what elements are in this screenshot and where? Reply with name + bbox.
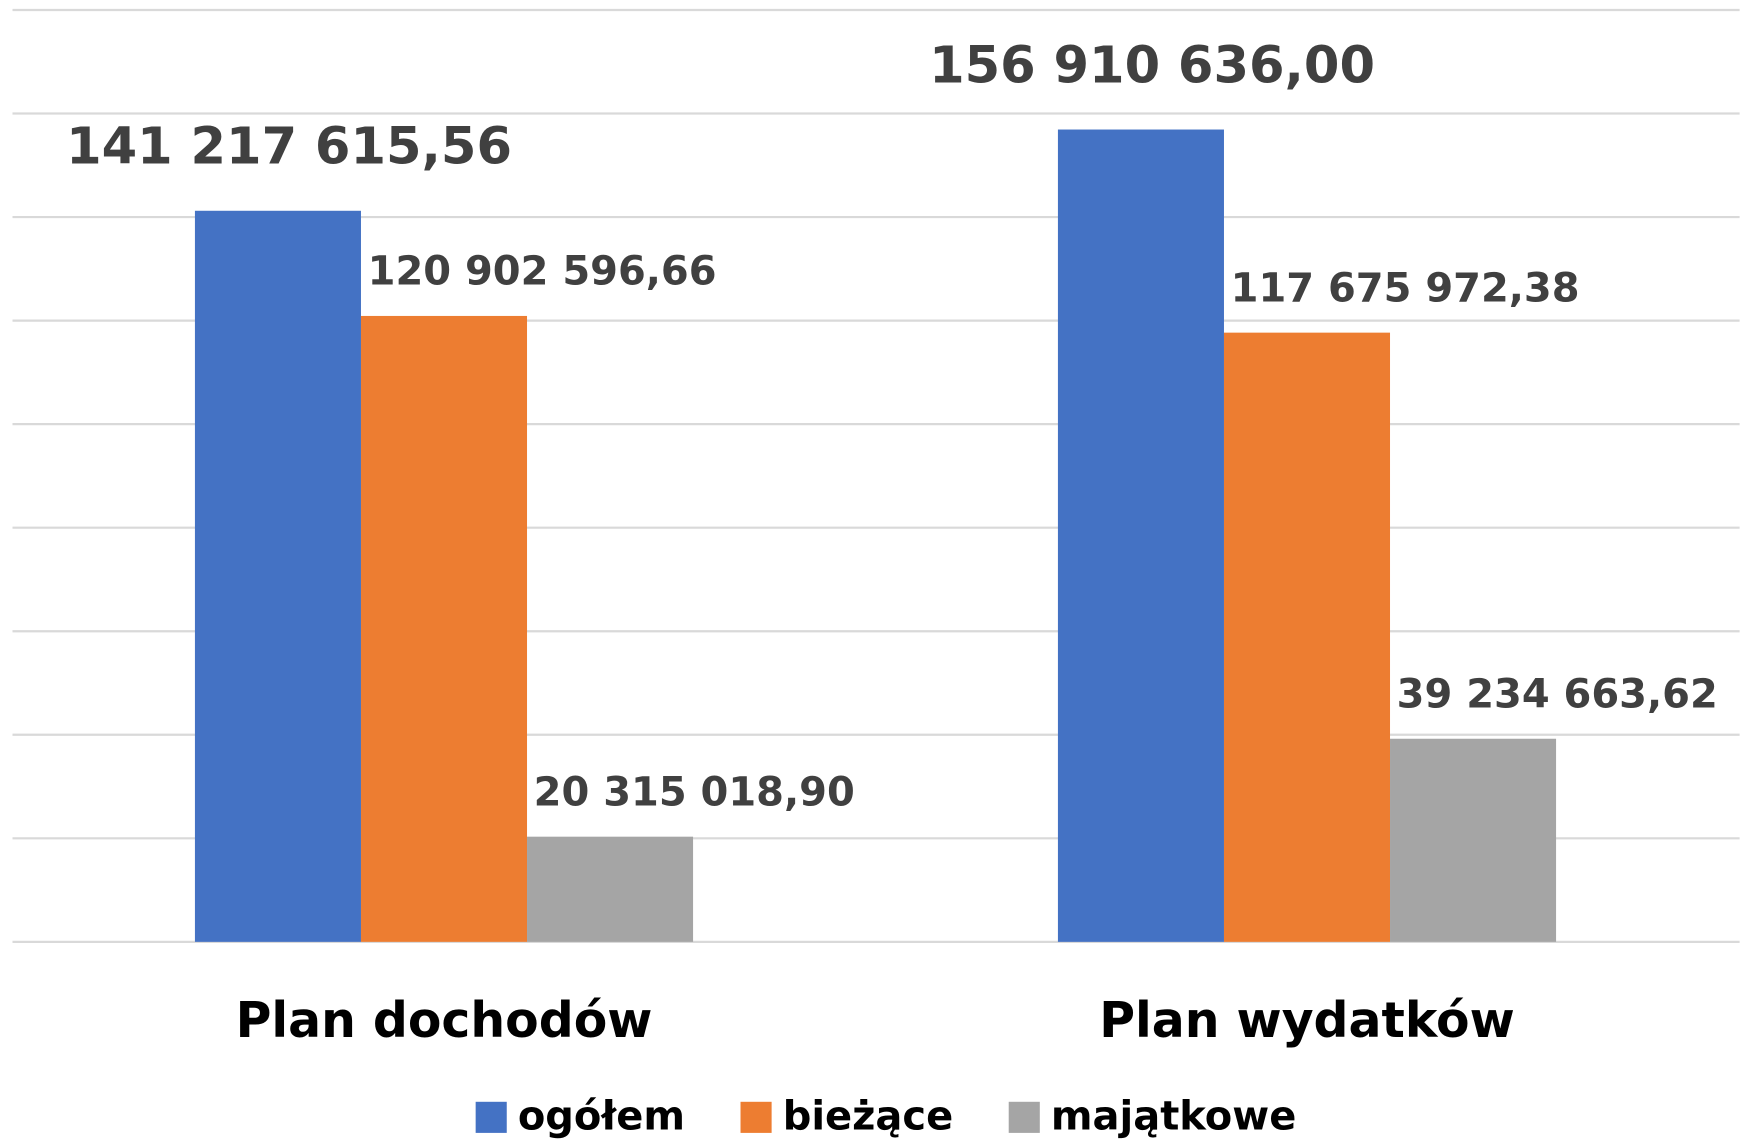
bar xyxy=(194,210,361,942)
x-tick-label: Plan dochodów xyxy=(236,992,653,1049)
data-label: 20 315 018,90 xyxy=(534,769,855,815)
bar xyxy=(1390,738,1557,942)
bar xyxy=(1057,129,1224,942)
bar xyxy=(360,315,528,942)
data-label: 156 910 636,00 xyxy=(929,36,1375,95)
data-label: 141 217 615,56 xyxy=(66,118,512,177)
data-label: 117 675 972,38 xyxy=(1231,265,1580,311)
legend-label: ogółem xyxy=(518,1093,685,1139)
bar xyxy=(527,836,694,942)
legend-label: majątkowe xyxy=(1051,1093,1296,1139)
legend-label: bieżące xyxy=(783,1093,953,1139)
legend-swatch xyxy=(475,1101,507,1133)
bar xyxy=(1223,332,1391,942)
x-tick-label: Plan wydatków xyxy=(1099,992,1515,1049)
data-label: 39 234 663,62 xyxy=(1397,672,1718,718)
legend-swatch xyxy=(1008,1101,1040,1133)
data-label: 120 902 596,66 xyxy=(368,249,717,295)
legend-swatch xyxy=(740,1101,772,1133)
